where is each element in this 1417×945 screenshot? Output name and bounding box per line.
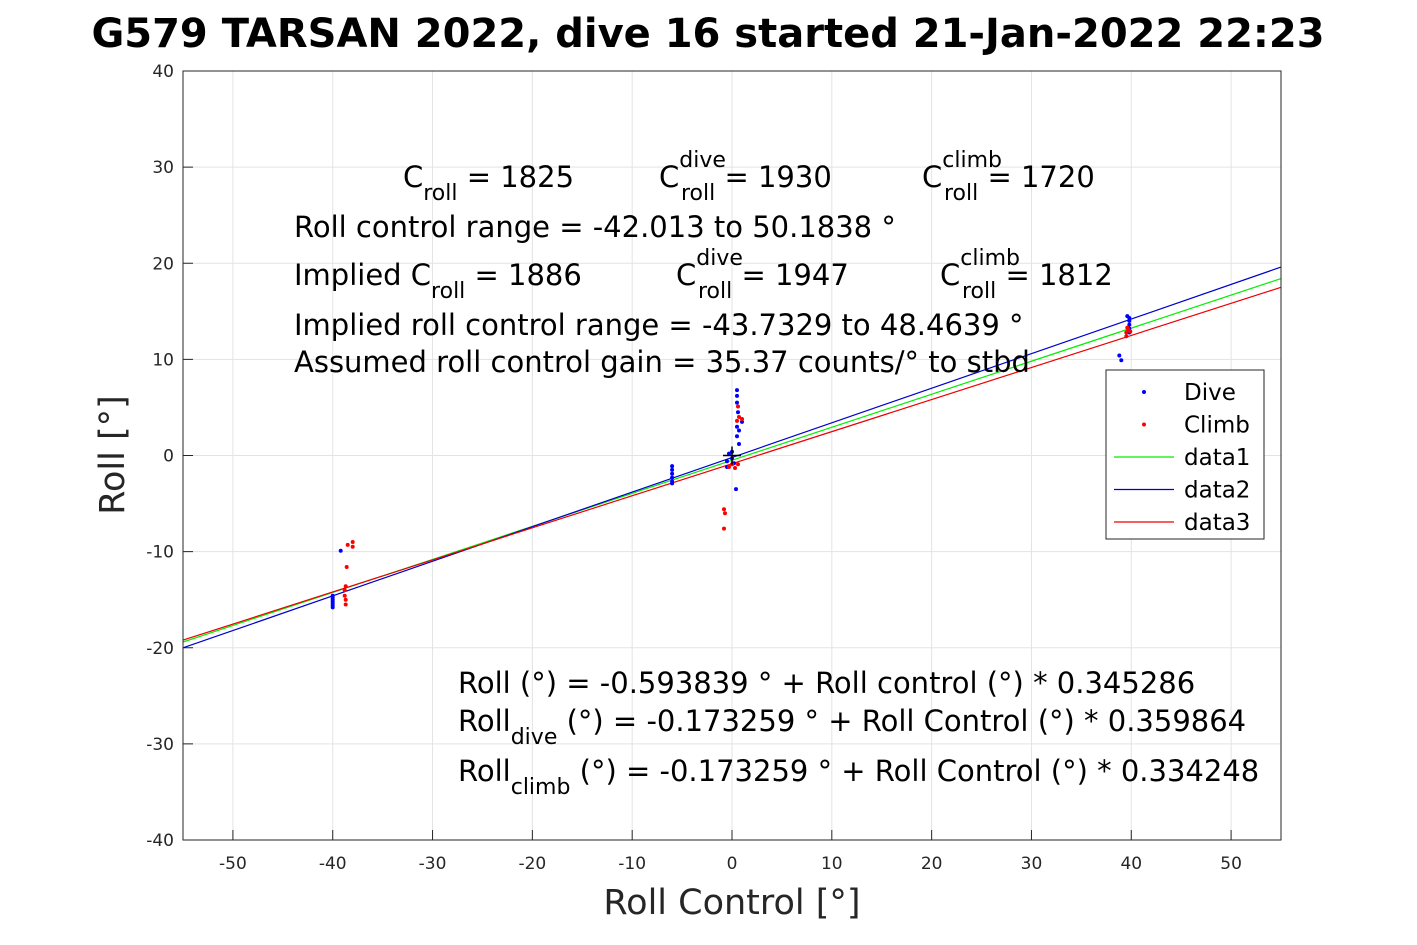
y-tick-label: 30 xyxy=(152,158,174,178)
point-dive xyxy=(1119,358,1124,363)
legend-box xyxy=(1105,369,1265,540)
point-dive xyxy=(735,400,739,405)
y-tick-label: 40 xyxy=(152,62,174,82)
legend-label-data2: data2 xyxy=(1184,478,1250,504)
point-climb xyxy=(736,404,740,409)
point-dive xyxy=(1125,314,1130,319)
point-dive xyxy=(727,451,731,456)
legend-marker-dive xyxy=(1142,390,1146,394)
point-climb xyxy=(344,565,349,569)
legend-label-dive: Dive xyxy=(1184,380,1236,406)
x-tick-label: 10 xyxy=(821,854,843,874)
point-dive xyxy=(670,464,675,469)
point-dive xyxy=(737,428,741,433)
annotation-implied-c-roll-climb: Cclimb roll = 1812 xyxy=(940,246,1113,304)
point-climb xyxy=(740,417,744,421)
y-tick-label: 0 xyxy=(163,447,174,467)
annotation-c-roll-climb: Cclimb roll = 1720 xyxy=(922,148,1095,206)
data-points xyxy=(330,314,1133,610)
y-tick-label: -40 xyxy=(146,831,174,851)
annotation-c-roll: Croll = 1825 xyxy=(403,160,574,206)
annotation-fit-climb: Rollclimb (°) = -0.173259 ° + Roll Contr… xyxy=(458,754,1259,800)
legend: Dive Climb data1 data2 data3 xyxy=(1105,369,1265,540)
annotation-range: Roll control range = -42.013 to 50.1838 … xyxy=(294,210,896,244)
point-climb xyxy=(342,593,347,598)
x-tick-label: -30 xyxy=(419,854,447,874)
x-tick-label: 40 xyxy=(1120,854,1142,874)
point-climb xyxy=(723,511,727,516)
point-climb xyxy=(735,418,739,423)
legend-items: Dive Climb data1 data2 data3 xyxy=(1114,380,1250,536)
point-dive xyxy=(735,393,739,398)
point-climb xyxy=(1125,325,1130,330)
x-tick-label: 30 xyxy=(1021,854,1043,874)
point-climb xyxy=(343,602,348,607)
point-dive xyxy=(725,459,729,464)
point-climb xyxy=(1124,334,1129,339)
annotation-implied-range: Implied roll control range = -43.7329 to… xyxy=(294,308,1024,342)
annotation-gain: Assumed roll control gain = 35.37 counts… xyxy=(294,345,1030,379)
point-dive xyxy=(740,419,744,424)
point-dive xyxy=(736,410,740,415)
point-dive xyxy=(670,467,675,472)
y-axis-label: Roll [°] xyxy=(93,395,133,515)
point-climb xyxy=(343,597,348,602)
legend-marker-climb xyxy=(1142,422,1146,427)
x-tick-label: -10 xyxy=(618,854,646,874)
point-dive xyxy=(670,481,675,486)
x-tick-label: -50 xyxy=(219,854,247,874)
x-tick-label: 0 xyxy=(727,854,738,874)
point-dive xyxy=(735,424,739,429)
annotation-implied-c-roll: Implied Croll = 1886 xyxy=(294,258,582,304)
point-dive xyxy=(338,548,343,553)
y-tick-label: 10 xyxy=(152,350,174,370)
point-climb xyxy=(722,507,726,512)
point-climb xyxy=(1124,330,1129,335)
y-tick-label: -20 xyxy=(146,639,174,659)
y-tick-label: -30 xyxy=(146,735,174,755)
annotation-implied-c-roll-dive: Cdive roll = 1947 xyxy=(676,246,849,304)
point-climb xyxy=(350,544,355,549)
point-climb xyxy=(727,465,731,469)
point-climb xyxy=(722,526,726,531)
point-dive xyxy=(670,475,675,480)
point-dive xyxy=(330,605,335,610)
point-climb xyxy=(736,462,740,467)
chart-title: G579 TARSAN 2022, dive 16 started 21-Jan… xyxy=(91,11,1324,57)
x-ticks: -50 -40 -30 -20 -10 0 10 20 30 40 50 xyxy=(219,830,1242,874)
annotation-fit-dive: Rolldive (°) = -0.173259 ° + Roll Contro… xyxy=(458,704,1246,750)
point-dive xyxy=(735,434,739,439)
y-tick-label: -10 xyxy=(146,543,174,563)
legend-label-data1: data1 xyxy=(1184,445,1250,471)
point-dive xyxy=(1127,322,1132,327)
point-climb xyxy=(342,588,347,593)
point-dive xyxy=(735,388,739,393)
point-climb xyxy=(737,415,741,419)
x-tick-label: -20 xyxy=(518,854,546,874)
y-tick-label: 20 xyxy=(152,254,174,274)
x-axis-label: Roll Control [°] xyxy=(603,883,860,923)
point-climb xyxy=(345,542,350,547)
point-dive xyxy=(734,487,738,492)
annotation-c-roll-dive: Cdive roll = 1930 xyxy=(659,148,832,206)
center-marker xyxy=(723,446,741,465)
point-dive xyxy=(1127,318,1132,323)
point-dive xyxy=(1117,353,1122,358)
legend-label-data3: data3 xyxy=(1184,510,1250,536)
legend-label-climb: Climb xyxy=(1184,413,1250,439)
point-climb xyxy=(350,540,355,544)
point-climb xyxy=(343,584,348,589)
x-tick-label: -40 xyxy=(319,854,347,874)
point-climb xyxy=(1128,329,1133,334)
x-tick-label: 50 xyxy=(1220,854,1242,874)
x-tick-label: 20 xyxy=(921,854,943,874)
plot-frame xyxy=(182,70,1282,841)
point-climb xyxy=(733,466,737,470)
point-dive xyxy=(670,471,675,476)
point-dive xyxy=(737,442,741,446)
annotation-fit: Roll (°) = -0.593839 ° + Roll control (°… xyxy=(458,666,1195,700)
